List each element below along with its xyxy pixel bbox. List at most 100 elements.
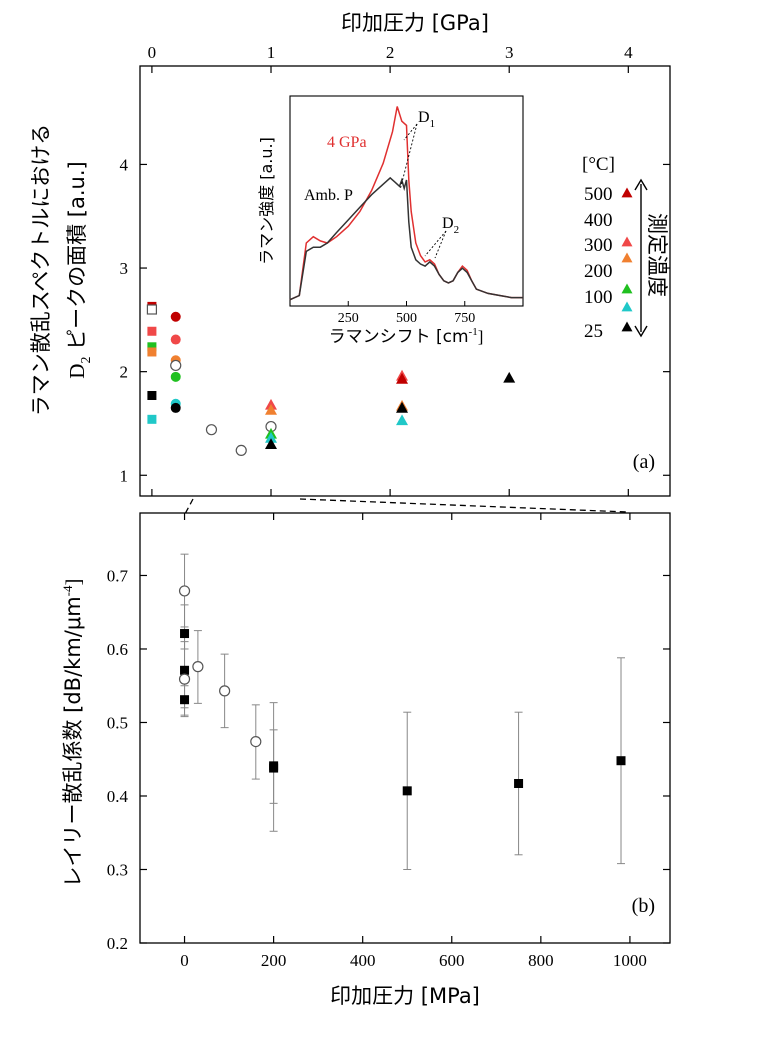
- b-data-point: [269, 763, 279, 773]
- inset-annotation-leaders: [399, 123, 447, 259]
- a-data-point: [170, 371, 181, 382]
- b-x-tick-label: 1000: [613, 951, 647, 970]
- a-data-point: [147, 342, 157, 352]
- panel-b-label: (b): [632, 895, 655, 917]
- b-data-point: [178, 673, 191, 685]
- b-x-tick-label: 600: [439, 951, 465, 970]
- b-data-point: [178, 585, 191, 597]
- b-y-tick-label: 0.5: [107, 713, 128, 732]
- bottom-axis-title: 印加圧力 [MPa]: [330, 984, 480, 1008]
- a-data-point: [396, 401, 409, 413]
- legend-arrow: [634, 178, 648, 338]
- b-y-tick-label: 0.4: [107, 787, 129, 806]
- b-data-point: [192, 661, 204, 673]
- a-x-tick-label: 0: [148, 43, 157, 62]
- legend-entry: 100: [584, 287, 613, 308]
- legend-title: [°C]: [582, 154, 615, 175]
- a-x-tick-label: 1: [267, 43, 276, 62]
- b-x-tick-label: 800: [528, 951, 554, 970]
- a-data-point: [265, 404, 278, 415]
- b-y-tick-label: 0.6: [107, 640, 128, 659]
- legend-marker: [621, 236, 633, 247]
- a-data-point: [265, 431, 278, 443]
- legend-marker: [621, 252, 633, 263]
- inset-spectrum: 250 500 750 ラマン強度 [a.u.] ラマンシフト [cm-1] Amb…: [257, 95, 524, 347]
- zoom-connector: [184, 498, 629, 515]
- a-data-point: [146, 304, 158, 315]
- b-x-tick-label: 200: [261, 951, 287, 970]
- inset-line-ambient: [289, 176, 523, 301]
- legend-entry: 200: [584, 261, 613, 282]
- a-data-point: [205, 424, 218, 436]
- legend-entry: 300: [584, 235, 613, 256]
- b-x-tick-label: 0: [180, 951, 189, 970]
- inset-ticks: 250 500 750: [338, 301, 475, 326]
- inset-x-tick-label: 500: [396, 311, 417, 326]
- a-data-point: [503, 371, 516, 383]
- legend-entry: 500: [584, 184, 613, 205]
- panel-b-markers: [178, 553, 626, 870]
- a-data-point: [396, 414, 409, 426]
- legend-marker: [621, 321, 633, 332]
- b-data-point: [514, 778, 524, 788]
- panel-a-label: (a): [633, 451, 655, 473]
- panel-a-ylabel-line2: D2 ピークの面積 [a.u.]: [65, 161, 94, 378]
- legend: [°C] 500 400 300 200 100 25 測定温度: [582, 154, 669, 342]
- a-y-tick-label: 1: [120, 466, 129, 485]
- b-y-tick-label: 0.3: [107, 860, 128, 879]
- inset-annotation-d1: D1: [418, 109, 435, 130]
- a-data-point: [265, 438, 278, 449]
- panel-b-frame: [139, 512, 671, 944]
- b-data-point: [616, 756, 626, 766]
- legend-markers: [621, 187, 633, 332]
- panel-a: 0 1 2 3 4 1 2 3 4 (a) ラマン散乱スペクトルにおける D2 ピークの面積 […: [29, 43, 671, 497]
- b-data-point: [219, 685, 231, 697]
- a-data-point: [170, 402, 181, 413]
- b-data-point: [180, 695, 190, 705]
- a-x-tick-label: 4: [624, 43, 633, 62]
- a-data-point: [170, 311, 181, 322]
- panel-a-ylabel-line1: ラマン散乱スペクトルにおける: [29, 124, 53, 417]
- top-axis-title: 印加圧力 [GPa]: [341, 11, 489, 35]
- legend-side-label: 測定温度: [645, 213, 669, 297]
- panel-a-markers: [146, 301, 516, 457]
- a-data-point: [147, 414, 157, 424]
- b-y-tick-label: 0.2: [107, 934, 128, 953]
- inset-annotation-amb: Amb. P: [304, 187, 353, 204]
- a-data-point: [170, 359, 182, 372]
- a-data-point: [170, 334, 181, 345]
- b-data-point: [180, 665, 190, 675]
- inset-x-tick-label: 750: [454, 311, 475, 326]
- inset-x-tick-label: 250: [338, 311, 359, 326]
- legend-marker: [621, 187, 633, 198]
- b-data-point: [180, 629, 190, 639]
- a-x-tick-label: 2: [386, 43, 395, 62]
- b-data-point: [402, 786, 412, 796]
- a-data-point: [235, 444, 247, 457]
- legend-entry: 25: [584, 321, 603, 342]
- inset-annotation-d2: D2: [442, 215, 459, 236]
- inset-ylabel: ラマン強度 [a.u.]: [257, 137, 276, 265]
- inset-xlabel: ラマンシフト [cm-1]: [329, 326, 484, 347]
- legend-entries: 500 400 300 200 100 25: [584, 184, 613, 342]
- a-data-point: [147, 347, 157, 357]
- a-y-tick-label: 3: [120, 259, 129, 278]
- legend-marker: [621, 283, 633, 294]
- panel-a-ticks: 0 1 2 3 4 1 2 3 4: [120, 43, 670, 496]
- b-x-tick-label: 400: [350, 951, 376, 970]
- b-y-tick-label: 0.7: [107, 566, 129, 585]
- a-x-tick-label: 3: [505, 43, 514, 62]
- legend-marker: [621, 301, 633, 312]
- panel-a-frame: [139, 65, 671, 497]
- panel-b-ticks: 0 200 400 600 800 1000 0.2 0.3 0.4 0.5 0.6 0.7: [107, 513, 670, 970]
- inset-series: [289, 106, 523, 301]
- a-y-tick-label: 2: [120, 363, 129, 382]
- b-data-point: [250, 735, 262, 748]
- legend-entry: 400: [584, 210, 613, 231]
- a-data-point: [396, 372, 409, 384]
- inset-annotation-4gpa: 4 GPa: [327, 134, 367, 151]
- panel-b-ylabel: レイリー散乱係数 [dB/km/μm-4]: [60, 578, 85, 887]
- a-y-tick-label: 4: [120, 155, 129, 174]
